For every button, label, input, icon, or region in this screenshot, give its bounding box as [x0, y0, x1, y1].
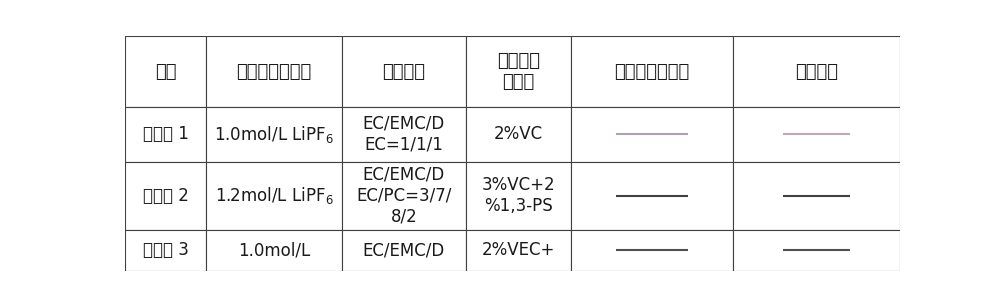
- Bar: [206, 162, 342, 230]
- Text: 对比例 2: 对比例 2: [143, 187, 189, 205]
- Bar: [733, 230, 900, 271]
- Bar: [125, 162, 206, 230]
- Bar: [466, 162, 571, 230]
- Text: 2%VEC+: 2%VEC+: [482, 241, 555, 259]
- Bar: [733, 36, 900, 107]
- Bar: [125, 107, 206, 162]
- Bar: [466, 230, 571, 271]
- Bar: [206, 230, 342, 271]
- Bar: [206, 107, 342, 162]
- Bar: [342, 162, 466, 230]
- Text: EC/EMC/D
EC/PC=3/7/
8/2: EC/EMC/D EC/PC=3/7/ 8/2: [356, 166, 452, 226]
- Text: 对比例 3: 对比例 3: [143, 241, 189, 259]
- Bar: [206, 36, 342, 107]
- Text: 2%VC: 2%VC: [494, 125, 543, 143]
- Bar: [466, 107, 571, 162]
- Bar: [571, 107, 733, 162]
- Bar: [342, 107, 466, 162]
- Text: 氟碳表面活性剂: 氟碳表面活性剂: [614, 63, 690, 81]
- Bar: [342, 230, 466, 271]
- Text: 氟化苯腈: 氟化苯腈: [795, 63, 838, 81]
- Text: 1.2mol/L LiPF$_{\mathregular{6}}$: 1.2mol/L LiPF$_{\mathregular{6}}$: [215, 185, 334, 206]
- Text: EC/EMC/D: EC/EMC/D: [363, 241, 445, 259]
- Text: EC/EMC/D
EC=1/1/1: EC/EMC/D EC=1/1/1: [363, 115, 445, 154]
- Text: 锂盐类型和浓度: 锂盐类型和浓度: [237, 63, 312, 81]
- Bar: [733, 162, 900, 230]
- Bar: [466, 36, 571, 107]
- Bar: [342, 36, 466, 107]
- Bar: [125, 36, 206, 107]
- Text: 1.0mol/L LiPF$_{\mathregular{6}}$: 1.0mol/L LiPF$_{\mathregular{6}}$: [214, 124, 334, 145]
- Text: 3%VC+2
%1,3-PS: 3%VC+2 %1,3-PS: [482, 176, 555, 215]
- Bar: [571, 36, 733, 107]
- Text: 编号: 编号: [155, 63, 176, 81]
- Text: 溶剂配比: 溶剂配比: [382, 63, 426, 81]
- Bar: [571, 230, 733, 271]
- Text: 1.0mol/L: 1.0mol/L: [238, 241, 310, 259]
- Text: 负极成膜
添加剂: 负极成膜 添加剂: [497, 52, 540, 91]
- Bar: [571, 162, 733, 230]
- Bar: [733, 107, 900, 162]
- Text: 对比例 1: 对比例 1: [143, 125, 189, 143]
- Bar: [125, 230, 206, 271]
